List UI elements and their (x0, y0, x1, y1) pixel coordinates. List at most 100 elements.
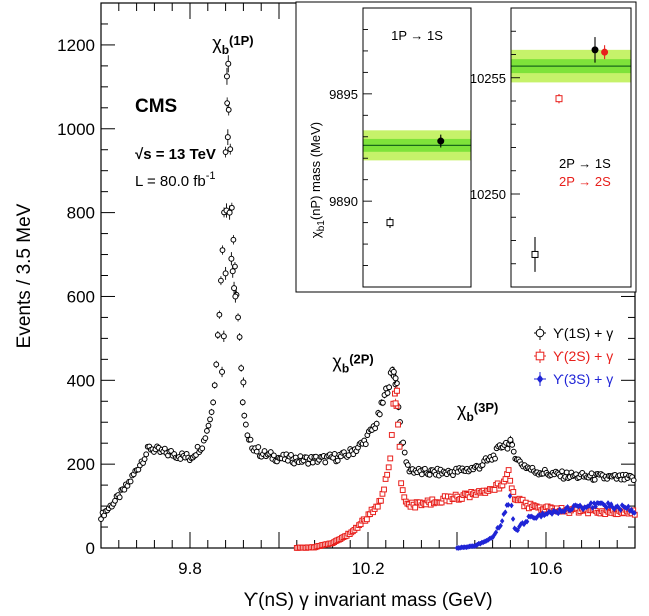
data-point (225, 106, 232, 113)
data-point (223, 73, 230, 80)
data-point (229, 268, 236, 275)
data-point (392, 400, 399, 407)
data-point (270, 452, 277, 459)
data-point (219, 368, 226, 375)
data-series (98, 55, 638, 552)
legend-label: ϒ(3S) + γ (553, 371, 613, 387)
inset-tick-label: 9895 (329, 87, 358, 102)
data-point (222, 270, 229, 277)
data-point (499, 518, 505, 525)
data-point (510, 448, 517, 455)
data-point (505, 467, 512, 473)
inset-tick-label: 9890 (329, 194, 358, 209)
data-point (267, 449, 274, 455)
y-tick-label: 1000 (57, 120, 95, 139)
data-point (116, 494, 123, 501)
y-tick-label: 800 (67, 204, 95, 223)
x-tick-label: 10.6 (529, 559, 562, 578)
inset-point (386, 219, 394, 227)
data-point (238, 365, 245, 372)
data-point (236, 334, 243, 340)
inset-tick-label: 10255 (470, 71, 506, 86)
data-point (305, 460, 312, 467)
data-point (385, 464, 392, 471)
data-point (98, 516, 104, 522)
data-point (216, 311, 223, 318)
inset-legend-label: 2P → 1S (559, 156, 611, 171)
data-point (491, 487, 498, 493)
data-point (426, 471, 433, 478)
data-point (374, 503, 381, 510)
data-point (384, 471, 391, 478)
data-point (210, 399, 217, 406)
data-point (524, 518, 530, 525)
data-point (141, 456, 148, 463)
data-point (205, 422, 212, 429)
data-point (509, 502, 514, 509)
data-point (231, 285, 238, 292)
data-point (362, 441, 369, 448)
data-point (220, 333, 227, 340)
data-point (380, 399, 386, 406)
data-point (207, 416, 213, 423)
data-point (632, 509, 637, 516)
data-point (240, 379, 247, 386)
data-point (393, 387, 400, 394)
data-point (401, 449, 408, 456)
data-point (378, 497, 384, 504)
data-point (396, 443, 403, 450)
x-axis-label: ϒ(nS) γ invariant mass (GeV) (243, 590, 492, 611)
peak-label-1: χb(1P) (212, 33, 253, 57)
data-point (208, 409, 215, 415)
data-point (388, 432, 395, 438)
data-point (241, 412, 248, 419)
data-point (507, 436, 514, 443)
y-tick-label: 200 (67, 455, 95, 474)
data-point (225, 60, 232, 67)
data-point (515, 527, 521, 534)
data-point (214, 332, 221, 338)
data-point (506, 501, 511, 508)
data-point (331, 451, 338, 457)
data-point (384, 390, 391, 396)
series-1 (98, 55, 637, 522)
data-point (395, 421, 401, 428)
data-point (509, 441, 516, 448)
data-point (404, 462, 411, 468)
data-point (604, 504, 609, 511)
inset-panel-1: 9890 9895 1P → 1S (329, 7, 472, 288)
legend-entry-1: ϒ(1S) + γ (534, 325, 613, 341)
data-point (218, 277, 224, 284)
data-point (412, 504, 419, 511)
data-point (392, 375, 399, 382)
data-point (588, 470, 595, 477)
data-point (121, 486, 128, 493)
data-point (239, 399, 246, 406)
inset-point (555, 95, 563, 103)
inset-tick-label: 10250 (470, 187, 506, 202)
legend-label: ϒ(2S) + γ (553, 348, 613, 364)
legend-entry-2: ϒ(2S) + γ (534, 348, 613, 364)
inset-point (601, 48, 609, 56)
data-point (618, 507, 623, 514)
data-point (626, 503, 631, 510)
legend: ϒ(1S) + γ ϒ(2S) + γ ϒ(3S) + γ (534, 325, 613, 387)
legend-marker (535, 351, 545, 361)
peak-label-2: χb(2P) (332, 352, 373, 376)
y-tick-label: 0 (86, 539, 95, 558)
data-point (235, 314, 241, 321)
data-point (390, 368, 397, 375)
inset-frame (362, 7, 472, 288)
data-point (504, 445, 511, 452)
data-point (510, 515, 516, 523)
peak-labels: χb(1P) χb(2P) χb(3P) (212, 33, 498, 424)
data-point (363, 516, 370, 523)
data-point (309, 459, 316, 466)
data-point (127, 478, 134, 485)
data-point (381, 486, 387, 493)
data-point (493, 529, 499, 536)
data-point (563, 469, 570, 476)
data-point (492, 455, 498, 462)
data-point (261, 448, 268, 454)
